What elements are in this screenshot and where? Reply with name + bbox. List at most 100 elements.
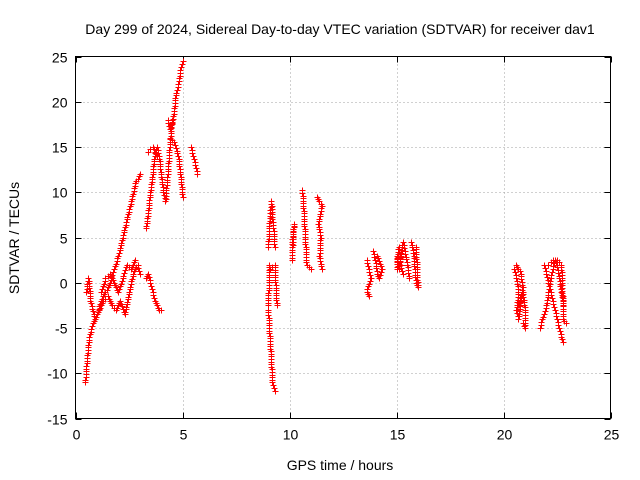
data-point — [548, 292, 555, 299]
data-point — [376, 258, 383, 265]
data-point — [319, 266, 326, 273]
data-point — [179, 61, 186, 68]
data-point — [146, 197, 153, 204]
data-point — [379, 266, 386, 273]
data-point — [300, 205, 307, 212]
data-point — [398, 265, 405, 272]
data-point — [178, 181, 185, 188]
data-point — [191, 156, 198, 163]
data-point — [513, 307, 520, 314]
data-point — [85, 275, 92, 282]
data-point — [538, 319, 545, 326]
data-point — [130, 271, 137, 278]
data-point — [169, 119, 176, 126]
data-point — [119, 303, 126, 310]
data-point — [410, 250, 417, 257]
data-point — [135, 176, 142, 183]
data-point — [193, 165, 200, 172]
x-tick-label: 25 — [604, 427, 620, 443]
data-point — [119, 278, 126, 285]
data-point — [173, 145, 180, 152]
data-point — [299, 190, 306, 197]
data-point — [555, 270, 562, 277]
data-point — [317, 258, 324, 265]
data-point — [550, 301, 557, 308]
data-point — [98, 289, 105, 296]
data-point — [180, 194, 187, 201]
data-point — [154, 302, 161, 309]
data-point — [111, 266, 118, 273]
data-point — [413, 244, 420, 251]
data-point — [547, 286, 554, 293]
data-point — [118, 281, 125, 288]
data-point — [406, 275, 413, 282]
data-point — [113, 261, 120, 268]
data-point — [168, 124, 175, 131]
data-point — [82, 377, 89, 384]
data-point — [317, 213, 324, 220]
data-point — [515, 316, 522, 323]
data-point — [99, 286, 106, 293]
data-point — [132, 257, 139, 264]
data-point — [194, 171, 201, 178]
data-point — [376, 275, 383, 282]
data-point — [515, 302, 522, 309]
data-point — [123, 304, 130, 311]
x-tick-label: 15 — [390, 427, 406, 443]
data-point — [272, 388, 279, 395]
data-point — [166, 147, 173, 154]
data-point — [137, 271, 144, 278]
data-point — [122, 267, 129, 274]
data-point — [151, 146, 158, 153]
data-point — [104, 287, 111, 294]
data-point — [175, 81, 182, 88]
y-tick-label: 5 — [60, 231, 68, 247]
data-point — [172, 142, 179, 149]
data-point — [545, 280, 552, 287]
axis-ticks — [75, 56, 612, 420]
data-point — [555, 322, 562, 329]
data-point — [318, 263, 325, 270]
data-point — [130, 262, 137, 269]
data-point — [512, 269, 519, 276]
data-point — [120, 273, 127, 280]
data-point — [315, 221, 322, 228]
data-point — [270, 382, 277, 389]
plot-frame — [75, 56, 611, 419]
data-point — [365, 283, 372, 290]
y-tick-label: 10 — [52, 185, 68, 201]
data-point — [118, 240, 125, 247]
data-point — [174, 87, 181, 94]
data-point — [97, 305, 104, 312]
data-point — [550, 263, 557, 270]
data-point — [93, 314, 100, 321]
data-point — [549, 295, 556, 302]
data-point — [89, 323, 96, 330]
data-point — [318, 208, 325, 215]
data-point — [163, 185, 170, 192]
data-point — [158, 307, 165, 314]
data-point — [88, 300, 95, 307]
data-point — [552, 307, 559, 314]
data-point — [101, 281, 108, 288]
data-point — [303, 259, 310, 266]
data-point — [137, 171, 144, 178]
data-point — [397, 259, 404, 266]
data-point — [365, 263, 372, 270]
data-point — [549, 269, 556, 276]
data-point — [520, 284, 527, 291]
data-point — [373, 265, 380, 272]
data-point — [556, 325, 563, 332]
data-point — [377, 261, 384, 268]
data-point — [176, 163, 183, 170]
y-tick-label: -5 — [55, 321, 68, 337]
data-point — [366, 293, 373, 300]
data-point — [368, 275, 375, 282]
data-point — [541, 311, 548, 318]
data-point — [179, 191, 186, 198]
data-point — [400, 271, 407, 278]
data-point — [135, 265, 142, 272]
data-point — [370, 248, 377, 255]
data-point — [175, 153, 182, 160]
